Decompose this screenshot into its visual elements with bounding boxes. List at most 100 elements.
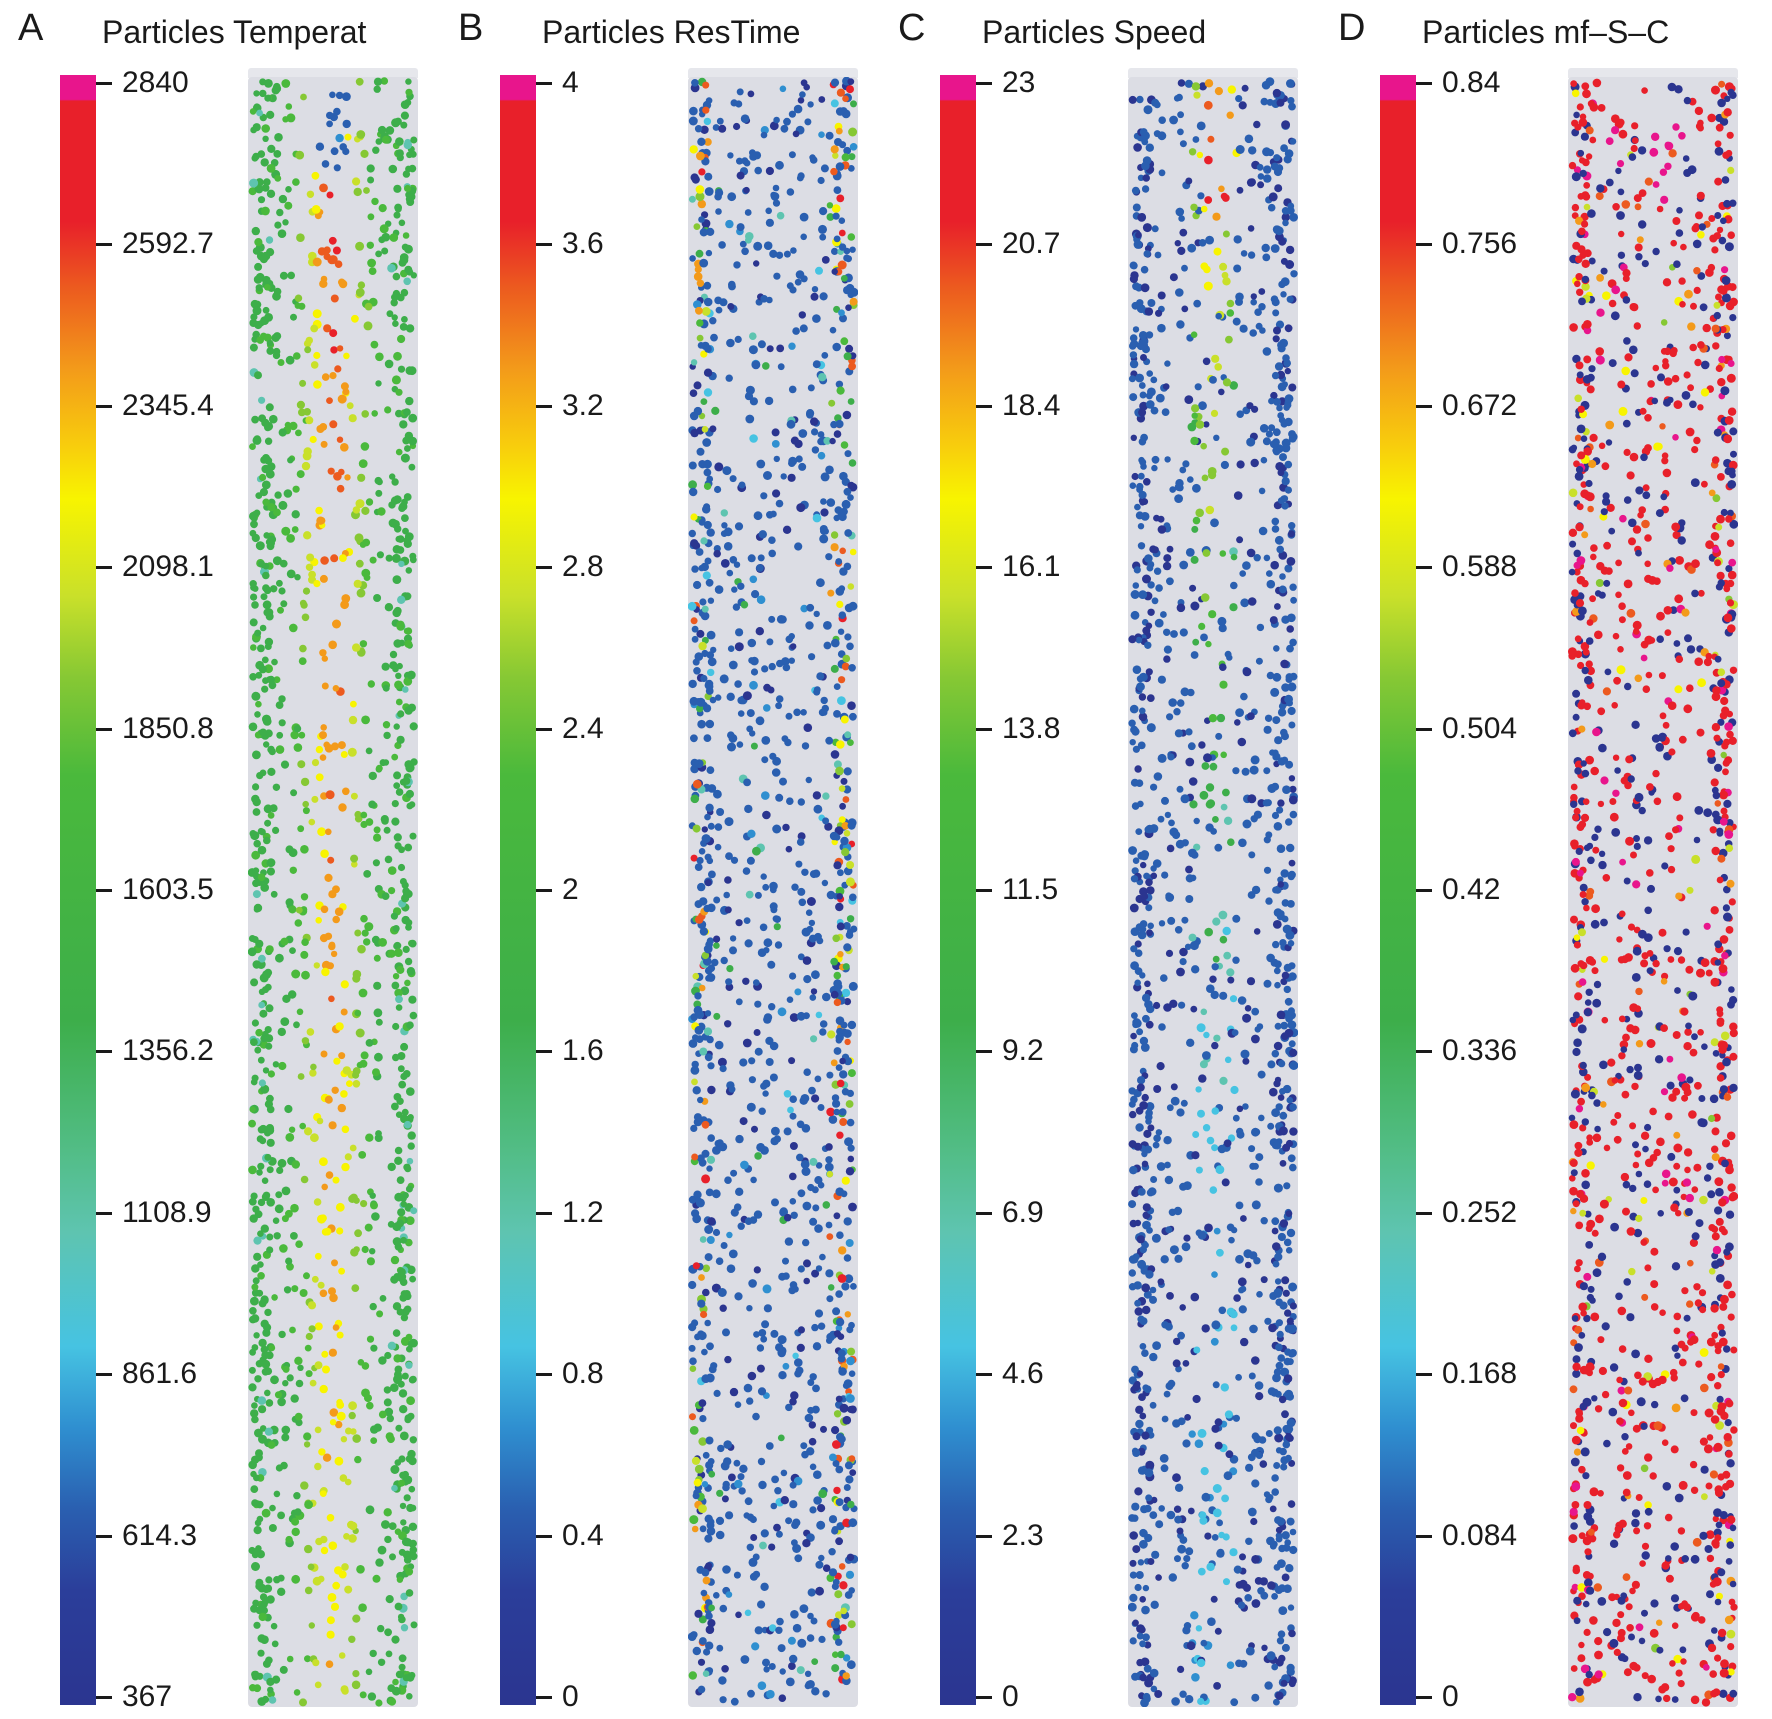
particle (1696, 728, 1705, 737)
particle (360, 149, 369, 158)
particle (825, 465, 834, 475)
panel-title: Particles Speed (982, 14, 1207, 50)
particle (698, 168, 706, 176)
particle (703, 704, 712, 713)
particle (1257, 1070, 1266, 1079)
particle (1156, 1162, 1166, 1171)
particle (755, 716, 765, 726)
particle (775, 499, 784, 508)
particle (1220, 192, 1228, 200)
particle (1162, 561, 1172, 571)
particle (248, 1366, 256, 1374)
particle (1139, 1673, 1147, 1682)
particle (261, 1359, 271, 1369)
particle (284, 201, 293, 210)
particle (1615, 1292, 1623, 1301)
particle (290, 1394, 299, 1403)
particle (1198, 1074, 1207, 1083)
particle (773, 923, 781, 931)
particle (707, 964, 716, 972)
particle (725, 1511, 734, 1520)
tick-mark (536, 727, 552, 731)
particle (1648, 789, 1655, 796)
particle (1267, 1581, 1276, 1590)
particle (701, 1374, 711, 1384)
particle (1139, 1529, 1148, 1538)
particle (1273, 1288, 1283, 1297)
particle (737, 1222, 745, 1230)
particle (349, 1193, 358, 1202)
particle (277, 1158, 287, 1168)
particle (390, 496, 400, 505)
particle (251, 1548, 260, 1556)
particle (765, 166, 774, 176)
particle (1229, 381, 1238, 390)
particle (1603, 1439, 1611, 1448)
particle (691, 1153, 699, 1161)
particle (735, 919, 743, 927)
particle (1204, 927, 1213, 937)
particle (1593, 1099, 1601, 1107)
particle (334, 907, 344, 916)
particle (1190, 1292, 1200, 1302)
particle (701, 649, 709, 658)
particle (702, 1264, 710, 1273)
particle (688, 1280, 697, 1290)
particle (819, 525, 828, 533)
particle (1276, 844, 1286, 853)
particle (830, 99, 839, 108)
tick-mark (1416, 1696, 1432, 1699)
particle (286, 1262, 294, 1271)
particle (263, 1323, 272, 1332)
particle (692, 1214, 702, 1224)
particle (293, 352, 301, 360)
particle (1195, 1086, 1202, 1093)
particle (255, 700, 262, 708)
particle (1273, 1698, 1280, 1706)
particle (304, 1655, 311, 1663)
particle (1217, 1144, 1227, 1154)
particle (1164, 1175, 1174, 1185)
particle (730, 1169, 738, 1177)
particle (296, 470, 305, 479)
particle (839, 1070, 848, 1079)
particle (406, 802, 414, 810)
particle (835, 1638, 843, 1646)
particle (843, 767, 852, 776)
particle (1286, 644, 1294, 653)
particle (342, 92, 351, 101)
particle (258, 1405, 267, 1414)
particle (1640, 1238, 1648, 1246)
particle (839, 567, 848, 576)
particle (393, 606, 402, 615)
particle (1284, 694, 1293, 704)
particle (1132, 1383, 1141, 1392)
particle (315, 142, 325, 151)
particle (1147, 1187, 1157, 1196)
particle (1269, 1087, 1278, 1097)
particle (375, 380, 382, 387)
particle (761, 736, 771, 745)
particle (1193, 817, 1200, 825)
particle (252, 783, 260, 791)
particle (704, 1225, 714, 1234)
particle (1132, 203, 1141, 212)
particle (803, 83, 810, 91)
particle (257, 1272, 265, 1280)
particle (1129, 1166, 1138, 1175)
particle (372, 1068, 380, 1077)
particle (1269, 616, 1278, 625)
particle (836, 1231, 844, 1239)
particle (1283, 1238, 1292, 1247)
particle (1136, 1083, 1145, 1092)
particle (825, 736, 834, 745)
particle (393, 943, 400, 950)
particle (1179, 228, 1188, 237)
particle (257, 196, 266, 204)
particle (1280, 869, 1289, 878)
particle (775, 1343, 784, 1352)
particle (801, 1167, 811, 1176)
particle (249, 673, 257, 681)
particle (354, 1229, 362, 1238)
particle (1133, 1019, 1142, 1028)
